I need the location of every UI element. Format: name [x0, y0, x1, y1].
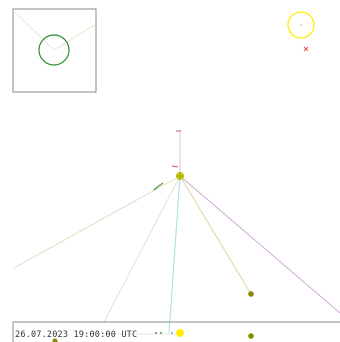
sun-indicator[interactable] [287, 11, 315, 52]
sun-icon[interactable] [287, 11, 315, 39]
flag-mid [171, 165, 179, 168]
timeline-olive-marker[interactable] [248, 333, 254, 339]
ray-cyan [168, 175, 181, 334]
inset-overview-map[interactable] [12, 8, 97, 93]
ray-olive [179, 175, 252, 295]
timeline-body-marker [52, 338, 58, 342]
ray-beige [13, 175, 181, 269]
sun-center-dot [300, 24, 302, 26]
orbit-arc [153, 182, 164, 191]
cross-marker-icon [303, 46, 309, 52]
center-body[interactable] [176, 172, 184, 180]
inset-ray [53, 23, 97, 51]
ray-violet [179, 175, 340, 314]
inset-orbit-circle [38, 34, 70, 66]
timeline-dot-green [155, 332, 157, 334]
ray-beige-lower [103, 175, 181, 323]
inset-frame [12, 8, 97, 93]
timestamp-label: 26.07.2023 19:00:00 UTC [15, 330, 138, 340]
timeline-strip[interactable] [12, 321, 340, 342]
flag-markers [171, 130, 181, 168]
inset-ray [14, 11, 55, 51]
timeline-dot-green [160, 332, 162, 334]
ray-lines [13, 131, 340, 334]
timeline-dot-cyan [171, 332, 173, 334]
timeline-sun-marker[interactable] [176, 329, 184, 337]
olive-body-marker[interactable] [248, 291, 254, 297]
